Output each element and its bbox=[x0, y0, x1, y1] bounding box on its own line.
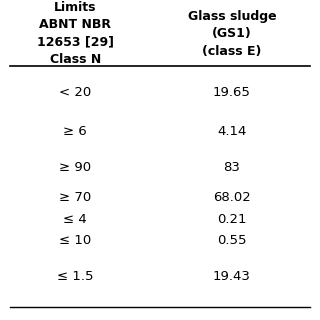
Text: ≤ 10: ≤ 10 bbox=[59, 234, 91, 247]
Text: ≥ 70: ≥ 70 bbox=[59, 191, 91, 204]
Text: ≤ 1.5: ≤ 1.5 bbox=[57, 270, 93, 283]
Text: 0.21: 0.21 bbox=[217, 213, 247, 226]
Text: ≤ 4: ≤ 4 bbox=[63, 213, 87, 226]
Text: Limits
ABNT NBR
12653 [29]
Class N: Limits ABNT NBR 12653 [29] Class N bbox=[37, 1, 114, 66]
Text: ≥ 90: ≥ 90 bbox=[59, 161, 91, 173]
Text: Glass sludge
(GS1)
(class E): Glass sludge (GS1) (class E) bbox=[188, 10, 276, 58]
Text: 83: 83 bbox=[224, 161, 240, 173]
Text: < 20: < 20 bbox=[59, 86, 91, 99]
Text: 19.65: 19.65 bbox=[213, 86, 251, 99]
Text: ≥ 6: ≥ 6 bbox=[63, 125, 87, 138]
Text: 0.55: 0.55 bbox=[217, 234, 247, 247]
Text: 4.14: 4.14 bbox=[217, 125, 247, 138]
Text: 68.02: 68.02 bbox=[213, 191, 251, 204]
Text: 19.43: 19.43 bbox=[213, 270, 251, 283]
